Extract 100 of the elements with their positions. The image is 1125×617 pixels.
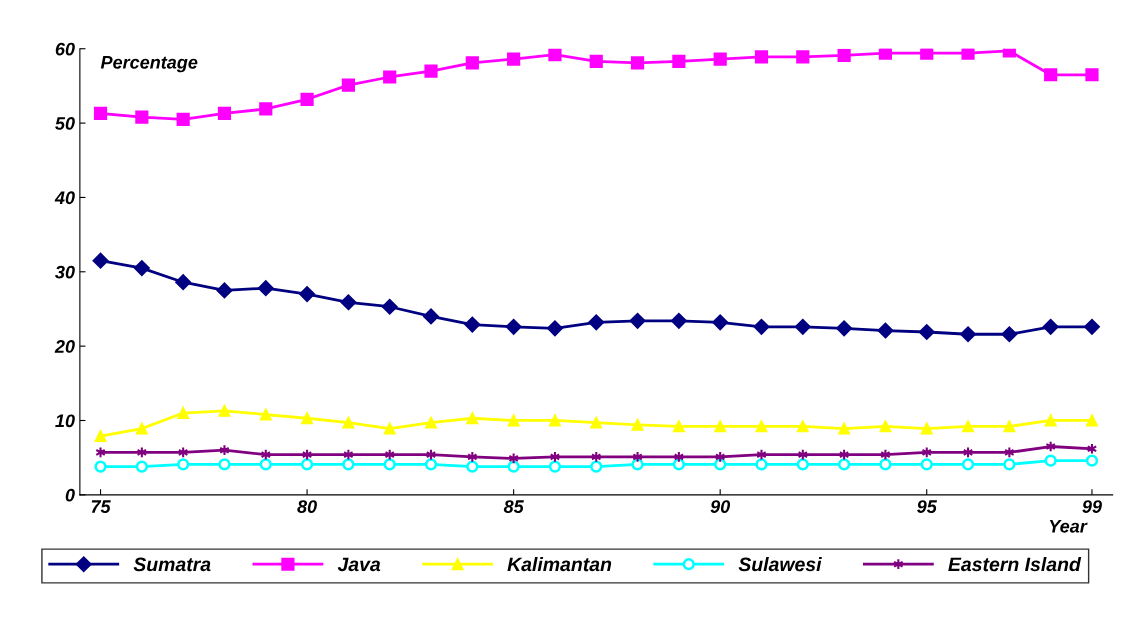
x-axis-title: Year: [1049, 520, 1088, 533]
point: [259, 408, 272, 421]
legend-label: Java: [337, 557, 381, 572]
y-tick-label: 50: [55, 117, 75, 130]
point: [1044, 454, 1057, 467]
point: [300, 92, 314, 106]
point: [672, 420, 685, 433]
point: [878, 48, 893, 60]
point: [135, 422, 148, 435]
point: [962, 420, 974, 433]
point: [466, 412, 479, 425]
point: [340, 294, 357, 311]
point: [177, 458, 190, 471]
point: [507, 52, 521, 66]
point: [135, 110, 149, 124]
point: [1001, 326, 1018, 343]
point: [135, 460, 148, 473]
point: [465, 56, 479, 70]
point: [1085, 68, 1099, 82]
point: [1003, 420, 1016, 433]
point: [796, 420, 809, 433]
point: [794, 318, 811, 335]
point: [424, 64, 438, 78]
legend-label: Kalimantan: [507, 556, 612, 572]
point: [133, 260, 150, 276]
point: [257, 280, 274, 297]
point: [466, 460, 479, 473]
x-tick-label: 80: [297, 500, 317, 513]
point: [712, 314, 729, 331]
x-tick-label: 85: [503, 500, 524, 513]
x-tick-label: 75: [91, 500, 111, 513]
y-tick-label: 30: [55, 265, 75, 279]
point: [879, 458, 892, 471]
point: [879, 420, 892, 433]
point: [920, 422, 933, 435]
point: [753, 318, 770, 335]
point: [425, 416, 437, 429]
point: [755, 458, 768, 471]
point: [714, 420, 727, 433]
point: [1042, 318, 1059, 335]
point: [383, 70, 397, 84]
point: [796, 458, 809, 471]
point: [342, 416, 355, 429]
y-tick-label: 20: [54, 340, 75, 353]
point: [216, 282, 233, 299]
point: [918, 324, 935, 340]
point: [920, 458, 933, 471]
point: [837, 48, 851, 63]
x-tick-label: 99: [1082, 500, 1102, 513]
point: [175, 274, 192, 291]
point: [1085, 454, 1099, 467]
point: [383, 458, 396, 471]
point: [1084, 318, 1100, 335]
point: [464, 316, 481, 333]
point: [631, 458, 644, 471]
point: [961, 458, 975, 471]
point: [1003, 458, 1016, 471]
point: [507, 460, 520, 473]
point: [94, 430, 107, 442]
point: [548, 460, 562, 473]
point: [218, 458, 231, 471]
point: [300, 458, 314, 471]
point: [505, 318, 522, 335]
point: [1002, 48, 1016, 58]
point: [672, 458, 685, 471]
point: [588, 314, 605, 331]
point: [299, 286, 315, 303]
point: [1044, 68, 1058, 82]
y-axis-title: Percentage: [100, 56, 198, 73]
point: [670, 312, 687, 329]
point: [713, 52, 727, 66]
point: [94, 460, 107, 473]
point: [754, 50, 769, 64]
point: [383, 422, 396, 435]
point: [836, 320, 853, 337]
point: [381, 298, 398, 315]
point: [590, 416, 603, 429]
legend-label: Sulawesi: [738, 556, 822, 572]
point: [176, 112, 190, 126]
point: [177, 407, 190, 419]
point: [548, 48, 562, 62]
legend-label: Eastern Island: [948, 556, 1082, 572]
x-tick-label: 90: [710, 500, 731, 513]
point: [1044, 414, 1057, 427]
point: [259, 458, 272, 471]
point: [920, 48, 934, 60]
point: [424, 458, 438, 471]
point: [877, 322, 894, 339]
y-tick-label: 10: [55, 414, 75, 428]
point: [342, 458, 355, 471]
legend-label: Sumatra: [133, 557, 211, 572]
point: [507, 414, 520, 427]
point: [549, 414, 561, 427]
point: [672, 54, 686, 68]
point: [341, 78, 355, 92]
point: [796, 50, 810, 64]
point: [217, 106, 232, 121]
point: [259, 102, 273, 116]
point: [756, 448, 767, 461]
point: [960, 326, 976, 343]
